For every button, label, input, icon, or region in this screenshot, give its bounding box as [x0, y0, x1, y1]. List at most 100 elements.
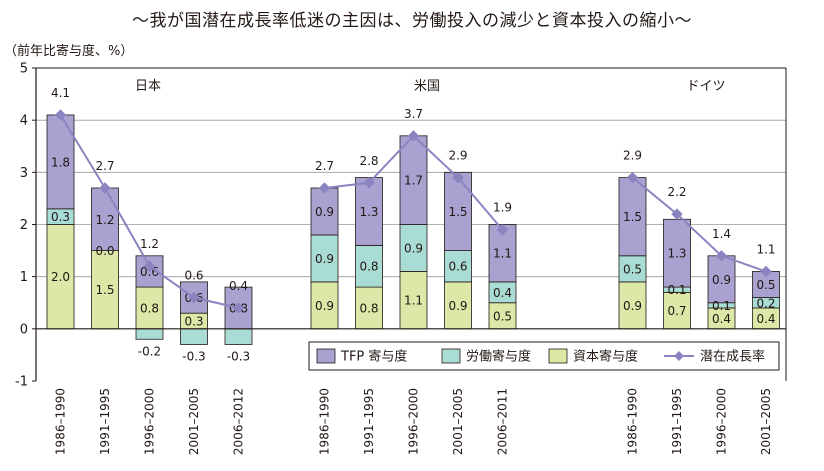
label-total: 2.9 [448, 149, 467, 163]
bar-labels: 2.0 0.3 1.8 4.1 1.5 0.0 1.2 2.7 0.8 -0.2 0.6 1.2 0.3… [51, 86, 776, 364]
label-tfp: 1.3 [667, 247, 686, 261]
label-tfp: 0.9 [712, 273, 731, 287]
point-total [760, 265, 772, 278]
bar-capital [444, 281, 472, 330]
point-total [99, 182, 111, 194]
label-labor: 0.5 [623, 262, 642, 276]
category-label: 1991–1995 [670, 388, 684, 455]
bar-tfp [91, 187, 119, 251]
legend-swatch [548, 348, 568, 364]
total-lines [54, 109, 772, 314]
legend-label: 資本寄与度 [573, 349, 638, 365]
point-total [143, 260, 156, 272]
point-total [54, 109, 67, 121]
label-capital: 0.3 [184, 315, 203, 329]
label-capital: 0.9 [315, 299, 334, 313]
bar-labor [180, 328, 208, 345]
category-label: 1986–1990 [54, 388, 68, 455]
bar-tfp [310, 187, 339, 236]
label-total: 1.2 [140, 237, 159, 251]
point-total [452, 171, 464, 184]
label-total: 2.7 [95, 159, 114, 173]
category-label: 1986–1990 [626, 388, 640, 455]
point-total [407, 130, 420, 142]
label-total: 0.6 [184, 269, 203, 283]
category-label: 2006–2012 [232, 388, 246, 455]
label-capital: 0.5 [493, 309, 512, 323]
y-tick-label: 5 [20, 62, 28, 77]
bar-capital [399, 271, 428, 330]
panel-title: 日本 [135, 79, 161, 94]
label-labor: -0.3 [227, 349, 250, 363]
y-tick-label: 2 [20, 218, 28, 233]
label-tfp: 1.5 [623, 210, 642, 224]
label-tfp: 1.7 [404, 174, 423, 188]
label-labor: 0.9 [315, 252, 334, 266]
label-tfp: 0.9 [315, 205, 334, 219]
y-tick-label: 1 [20, 270, 28, 285]
point-total [496, 224, 509, 236]
label-total: 4.1 [51, 86, 70, 100]
bar-labor [355, 244, 383, 288]
legend-label: TFP 寄与度 [340, 349, 407, 365]
y-tick-labels: -1 0 1 2 3 4 5 [15, 62, 28, 390]
label-labor: 0.3 [51, 210, 70, 224]
bar-tfp [399, 135, 428, 225]
panel-title: ドイツ [686, 79, 725, 94]
bar-capital [135, 286, 164, 330]
bar-capital [488, 302, 517, 330]
bars [46, 114, 780, 345]
label-tfp: 1.5 [448, 205, 467, 219]
label-capital: 0.8 [359, 301, 378, 315]
label-labor: 0.8 [359, 260, 378, 274]
bar-capital [91, 250, 119, 330]
label-tfp: 1.2 [95, 213, 114, 227]
label-capital: 0.9 [448, 299, 467, 313]
label-total: 1.1 [756, 242, 775, 256]
y-tick-label: 0 [20, 322, 28, 337]
bar-labor [224, 328, 253, 345]
label-tfp: 1.8 [51, 155, 70, 169]
category-label: 1991–1995 [362, 388, 376, 455]
bar-labor [399, 224, 428, 272]
category-label: 1991–1995 [98, 388, 112, 455]
category-label: 1996–2000 [407, 388, 421, 455]
bar-labor [135, 328, 164, 340]
y-axis-label: （前年比寄与度、%） [4, 44, 134, 59]
label-tfp: 0.5 [756, 278, 775, 292]
legend-swatch [441, 348, 461, 364]
bar-capital [310, 281, 339, 330]
legend-label: 潜在成長率 [700, 349, 765, 365]
label-total: 2.8 [359, 154, 378, 168]
panel-titles: 日本 米国 ドイツ [135, 79, 726, 94]
legend-label: 労働寄与度 [466, 349, 531, 365]
label-labor: 0.1 [667, 283, 686, 297]
label-labor: 0.2 [756, 296, 775, 310]
point-total [318, 182, 331, 194]
line-total [631, 176, 767, 273]
label-labor: 0.6 [448, 260, 467, 274]
label-capital: 2.0 [51, 270, 70, 284]
category-label: 2006–2011 [496, 388, 510, 455]
category-label: 1996–2000 [715, 388, 729, 455]
label-total: 2.9 [623, 149, 642, 163]
label-total: 2.2 [667, 185, 686, 199]
label-labor: 0.0 [95, 244, 114, 258]
label-capital: 0.4 [756, 312, 775, 326]
bar-capital [618, 281, 647, 330]
label-labor: 0.9 [404, 241, 423, 255]
bar-labor [444, 250, 472, 283]
label-tfp: 1.3 [359, 205, 378, 219]
category-label: 2001–2005 [451, 388, 465, 455]
bar-tfp [707, 255, 736, 304]
legend-swatch [316, 348, 336, 364]
legend-box [308, 341, 780, 371]
point-total [363, 177, 375, 189]
category-labels: 1986–1990 1991–1995 1996–2000 2001–2005 2006… [54, 388, 774, 455]
label-capital: 1.5 [95, 283, 114, 297]
label-total: 1.4 [712, 227, 731, 241]
label-total: 3.7 [404, 107, 423, 121]
label-capital: 0.4 [712, 312, 731, 326]
point-total [671, 208, 683, 220]
